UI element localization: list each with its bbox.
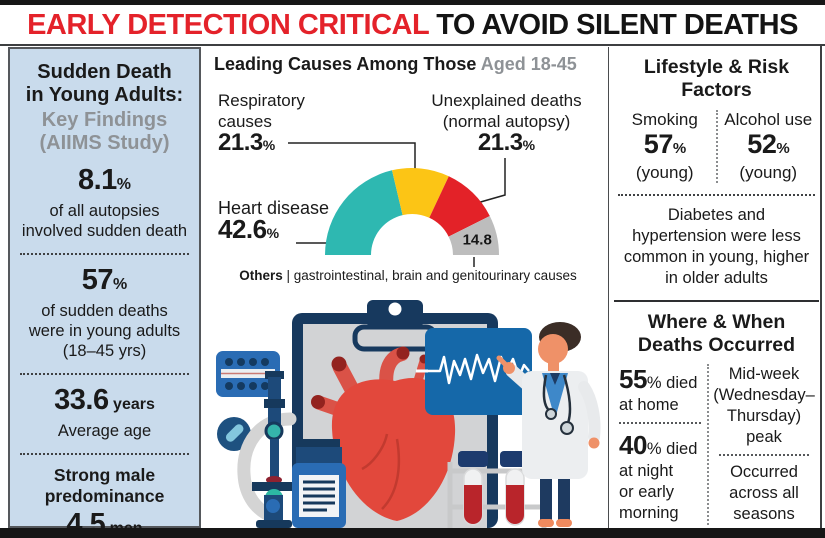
stat-text: Average age	[57, 422, 152, 440]
diabetes-note: Diabetes and hypertension were less comm…	[623, 206, 810, 287]
column-divider	[608, 47, 609, 528]
where-when-left-column: 55% died at home 40% died at night or ea…	[614, 364, 707, 525]
label-unexplained-value: 21.3	[477, 129, 523, 156]
page-title: EARLY DETECTION CRITICAL TO AVOID SILENT…	[0, 5, 825, 44]
leader-line-unexplained	[476, 158, 506, 204]
leading-causes-section: Leading Causes Among Those Aged 18-45 14…	[212, 47, 604, 528]
donut-others-value-label: 14.8	[463, 232, 492, 249]
stat-unit: %	[113, 276, 128, 293]
page-title-highlight: EARLY DETECTION CRITICAL	[27, 9, 429, 41]
percent-sign: %	[266, 225, 280, 241]
donut-segments	[325, 167, 499, 255]
page-title-rest: TO AVOID SILENT DEATHS	[428, 9, 798, 41]
dotted-divider	[619, 422, 701, 424]
label-unexplained-name: Unexplained deaths (normal autopsy)	[431, 91, 582, 131]
label-heart-value: 42.6	[218, 214, 267, 244]
donut-segment-1	[392, 167, 449, 218]
stat-unit: years	[108, 396, 155, 413]
stat-died-at-home: 55% died at home	[619, 364, 707, 416]
medical-illustration	[216, 300, 601, 528]
others-footnote: Others | gastrointestinal, brain and gen…	[212, 268, 604, 283]
stat-value: 33.6	[54, 384, 109, 416]
stat-value: 55	[619, 364, 647, 394]
stat-autopsies: 8.1% of all autopsies involved sudden de…	[10, 163, 199, 249]
stat-average-age: 33.6 years Average age	[10, 383, 199, 449]
stat-all-seasons: Occurred across all seasons	[729, 463, 799, 523]
stat-heading: Strong male predominance	[44, 465, 165, 506]
percent-sign: %	[522, 137, 536, 153]
medicine-bottle-icon	[292, 439, 346, 528]
label-respiratory-name: Respiratory causes	[218, 91, 305, 131]
stat-male-predominance: Strong male predominance 4.5 men for eve…	[10, 463, 199, 538]
top-rule	[0, 0, 825, 5]
risk-sub: (young)	[635, 163, 694, 182]
donut-segment-0	[325, 170, 403, 255]
percent-sign: %	[672, 140, 686, 157]
stat-died-at-night: 40% died at night or early morning	[619, 430, 707, 524]
risk-factor-row: Smoking 57% (young) Alcohol use 52% (you…	[614, 110, 819, 183]
chart-title-black: Leading Causes Among Those	[214, 54, 477, 74]
label-respiratory: Respiratory causes 21.3%	[218, 90, 338, 156]
chart-title: Leading Causes Among Those Aged 18-45	[214, 54, 604, 75]
chart-title-gray: Aged 18-45	[476, 54, 577, 74]
doctor-icon	[496, 322, 601, 527]
frame-right-rule	[820, 44, 822, 529]
where-when-right-column: Mid-week (Wednesday– Thursday) peak Occu…	[707, 364, 819, 525]
stat-value: 40	[619, 430, 647, 460]
donut-segment-3	[448, 216, 499, 255]
stat-text: of sudden deaths were in young adults (1…	[28, 302, 181, 360]
donut-segment-2	[429, 176, 490, 237]
dotted-divider	[618, 194, 815, 196]
risk-value: 57	[643, 129, 674, 159]
stat-text: of all autopsies involved sudden death	[21, 202, 188, 240]
pill-blister-pack-icon	[216, 351, 280, 397]
frame-top-rule	[0, 44, 825, 46]
label-heart-name: Heart disease	[218, 198, 330, 218]
risk-value: 52	[747, 129, 777, 159]
risk-smoking: Smoking 57% (young)	[614, 110, 716, 183]
stat-midweek-peak: Mid-week (Wednesday– Thursday) peak	[713, 365, 815, 446]
stat-unit: %	[116, 176, 132, 193]
risk-sub: (young)	[739, 163, 798, 182]
label-respiratory-value: 21.3	[218, 129, 263, 156]
dotted-divider	[719, 454, 809, 456]
percent-sign: %	[262, 137, 276, 153]
causes-half-donut-chart: 14.8	[288, 142, 506, 267]
stat-rest: % died	[646, 440, 698, 458]
dotted-divider	[20, 373, 189, 375]
leader-line-respiratory	[288, 142, 416, 175]
bottom-rule	[0, 528, 825, 538]
risk-alcohol: Alcohol use 52% (young)	[715, 110, 820, 183]
risk-factors-panel: Lifestyle & Risk Factors Smoking 57% (yo…	[614, 47, 819, 528]
stat-text: at home	[619, 396, 679, 414]
others-footnote-bold: Others	[239, 268, 283, 283]
capsule-pill-icon	[217, 417, 251, 451]
solid-divider	[614, 300, 819, 302]
label-unexplained: Unexplained deaths (normal autopsy) 21.3…	[414, 90, 599, 156]
where-when-title: Where & When Deaths Occurred	[637, 311, 796, 356]
stat-text: at night or early morning	[619, 462, 679, 522]
lifestyle-title: Lifestyle & Risk Factors	[643, 56, 790, 101]
percent-sign: %	[776, 140, 790, 157]
risk-label: Smoking	[631, 110, 698, 129]
stat-young-adults: 57% of sudden deaths were in young adult…	[10, 263, 199, 369]
where-when-grid: 55% died at home 40% died at night or ea…	[614, 364, 819, 525]
key-findings-subtitle: Key Findings (AIIMS Study)	[39, 109, 170, 154]
microscope-icon	[237, 371, 300, 528]
key-findings-title: Sudden Death in Young Adults:	[25, 61, 184, 106]
others-footnote-rest: | gastrointestinal, brain and genitourin…	[282, 268, 577, 283]
stat-rest: % died	[646, 374, 698, 392]
ecg-monitor-icon	[416, 328, 532, 415]
dotted-divider	[20, 453, 189, 455]
dotted-divider	[20, 253, 189, 255]
label-heart-disease: Heart disease 42.6%	[218, 198, 348, 244]
stat-value: 8.1	[77, 164, 117, 196]
risk-label: Alcohol use	[724, 110, 813, 129]
stat-value: 57	[81, 264, 114, 296]
key-findings-panel: Sudden Death in Young Adults: Key Findin…	[8, 47, 201, 538]
